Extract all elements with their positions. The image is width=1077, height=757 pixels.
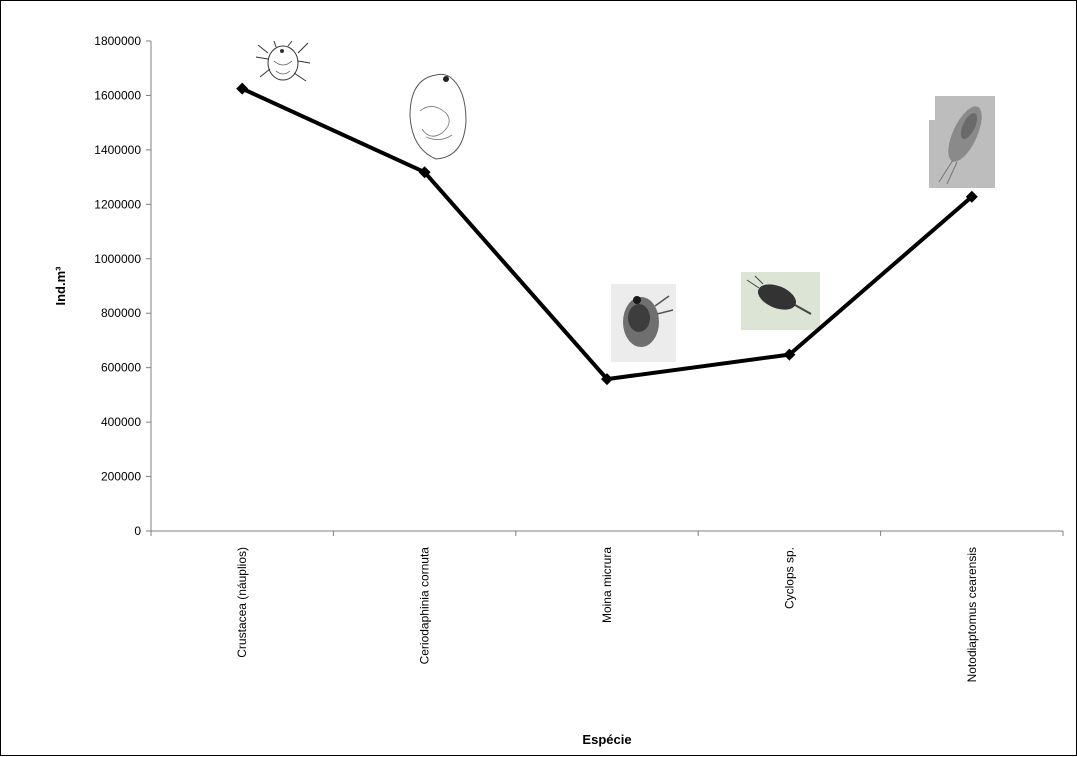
y-tick-label: 1000000	[94, 252, 141, 266]
y-tick-label: 400000	[101, 415, 141, 429]
moina-photo	[611, 284, 676, 362]
y-ticks: 0 200000 400000 600000 800000 1000000 1200000 1…	[94, 34, 151, 538]
y-tick-label: 1800000	[94, 34, 141, 48]
species-illustrations	[255, 40, 995, 362]
data-point-cyclops-photo	[783, 348, 796, 361]
x-tick-label: Ceriodaphinia cornuta	[418, 547, 432, 665]
ceriodaphnia-drawing	[409, 73, 467, 160]
x-tick-label: Moina micrura	[600, 547, 614, 623]
series-line	[241, 86, 974, 382]
y-tick-label: 200000	[101, 470, 141, 484]
y-axis-title: Ind.m³	[53, 266, 68, 306]
y-tick-label: 1400000	[94, 143, 141, 157]
nauplius-drawing	[255, 40, 311, 82]
x-axis-title: Espécie	[582, 732, 631, 747]
y-tick-label: 1200000	[94, 197, 141, 211]
cyclops-photo	[741, 272, 820, 330]
y-tick-label: 600000	[101, 361, 141, 375]
series-group	[236, 82, 978, 386]
x-tick-label: Cyclops sp.	[782, 547, 796, 609]
y-tick-label: 0	[134, 524, 141, 538]
x-tick-label: Notodiaptomus cearensis	[965, 547, 979, 682]
y-tick-label: 1600000	[94, 88, 141, 102]
x-tick-label: Crustacea (náuplios)	[235, 547, 249, 658]
data-point-moina-photo	[601, 373, 613, 386]
notodiaptomus-photo	[929, 96, 995, 188]
data-point-nauplius-drawing	[236, 82, 249, 95]
data-point-notodiaptomus-photo	[965, 190, 978, 203]
axes	[150, 41, 1063, 532]
data-point-ceriodaphnia-drawing	[418, 166, 431, 179]
x-ticks: Crustacea (náuplios) Ceriodaphinia cornut…	[150, 531, 1064, 682]
y-tick-label: 800000	[101, 306, 141, 320]
